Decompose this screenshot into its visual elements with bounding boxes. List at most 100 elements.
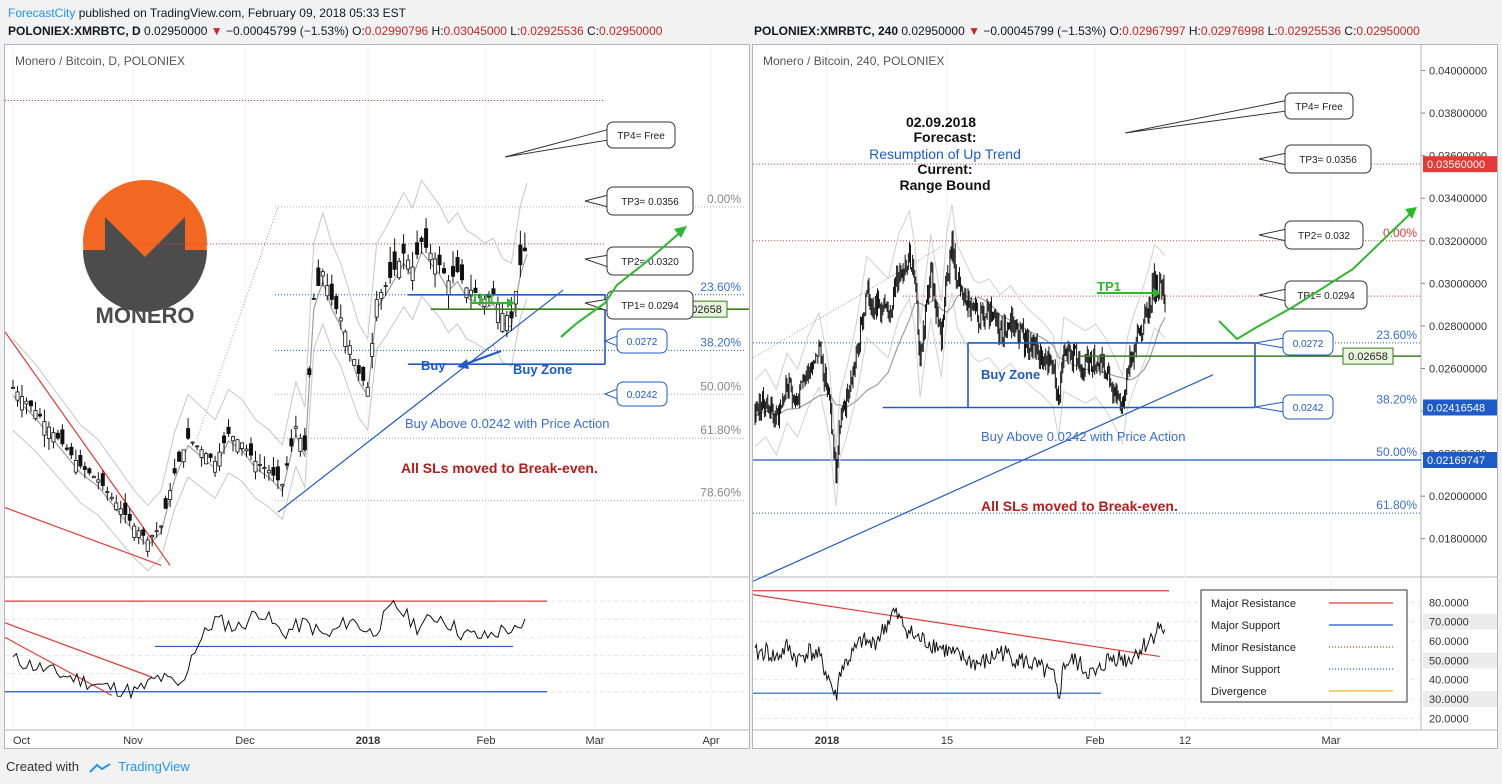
candle bbox=[325, 273, 330, 301]
candle bbox=[73, 449, 78, 475]
candle-body bbox=[78, 455, 83, 467]
candle-body bbox=[468, 289, 473, 297]
left-price: 0.02950000 bbox=[144, 24, 208, 38]
candle-body bbox=[69, 446, 74, 456]
candle bbox=[451, 251, 456, 284]
zone-bottom-callout-mask bbox=[617, 389, 621, 399]
candle-body bbox=[464, 287, 469, 299]
candle bbox=[150, 534, 155, 547]
right-chart-panel[interactable]: 0.00% 23.60% 38.20% 50.00% 61.80% 0.02658 TP4… bbox=[752, 44, 1498, 749]
candle-body bbox=[64, 447, 69, 450]
candle bbox=[64, 444, 69, 452]
zone-top-callout-mask bbox=[617, 336, 621, 346]
candle-body bbox=[231, 436, 236, 442]
price-axis-tag bbox=[1423, 399, 1497, 416]
right-open: 0.02967997 bbox=[1122, 24, 1186, 38]
candle bbox=[226, 419, 231, 437]
logo-text: MONERO bbox=[96, 303, 195, 328]
author-link[interactable]: ForecastCity bbox=[8, 6, 76, 20]
zone-top-callout-mask bbox=[1283, 338, 1287, 348]
candle-body bbox=[271, 467, 276, 476]
candle bbox=[504, 310, 509, 338]
candle bbox=[159, 524, 164, 535]
zone-bottom-callout-text: 0.0242 bbox=[1293, 403, 1324, 414]
tp2-callout-box bbox=[1284, 220, 1364, 250]
candle bbox=[401, 234, 406, 270]
candle bbox=[132, 522, 137, 541]
candle-body bbox=[370, 342, 375, 357]
tradingview-logo-icon bbox=[88, 762, 111, 773]
candle bbox=[231, 435, 236, 452]
candle-body bbox=[504, 315, 509, 332]
candle-body bbox=[459, 264, 464, 281]
x-tick-label: Mar bbox=[586, 735, 605, 747]
candle-body bbox=[91, 475, 96, 479]
tp3-callout-box bbox=[1284, 144, 1372, 174]
left-chart-svg[interactable]: MONERO 0.00% 23.60% 38.20% 50.00% 61.80% 78.6… bbox=[5, 45, 749, 748]
tp1-label: TP1 bbox=[1097, 279, 1121, 294]
right-low: 0.02925536 bbox=[1277, 24, 1342, 38]
candle-body bbox=[352, 359, 357, 366]
left-chart-panel[interactable]: MONERO 0.00% 23.60% 38.20% 50.00% 61.80% 78.6… bbox=[4, 44, 750, 749]
tp4-callout-mask bbox=[607, 129, 611, 141]
fib-label: 50.00% bbox=[700, 379, 741, 393]
left-symbol-line: POLONIEX:XMRBTC, D 0.02950000 ▼ −0.00045… bbox=[8, 24, 663, 38]
tp4-callout-tail bbox=[1124, 100, 1286, 134]
ind-axis-label: 20.0000 bbox=[1429, 713, 1469, 725]
candle bbox=[248, 437, 253, 461]
right-change: −0.00045799 (−1.53%) bbox=[983, 24, 1107, 38]
indicator-line bbox=[754, 607, 1166, 701]
left-open: 0.02990796 bbox=[364, 24, 429, 38]
candle-body bbox=[451, 266, 456, 277]
fib-label: 50.00% bbox=[1376, 445, 1417, 459]
candle-body bbox=[177, 451, 182, 462]
candle bbox=[127, 507, 132, 526]
forecast-arrowhead bbox=[1405, 207, 1417, 219]
zone-bottom-callout-tail bbox=[1254, 401, 1284, 413]
lower-band bbox=[754, 292, 1166, 507]
forecast-arrow bbox=[560, 229, 684, 338]
candle bbox=[442, 262, 447, 275]
footer-tradingview-link[interactable]: TradingView bbox=[118, 759, 190, 774]
candle-body bbox=[244, 448, 249, 452]
x-tick-label: 2018 bbox=[815, 735, 839, 747]
zone-bottom-callout-box bbox=[616, 381, 668, 407]
candle-body bbox=[316, 267, 321, 286]
tp4-callout: TP4= Free bbox=[504, 121, 676, 158]
candle bbox=[109, 492, 114, 502]
sl-text: All SLs moved to Break-even. bbox=[401, 460, 598, 476]
candle-body bbox=[397, 260, 402, 279]
candle-body bbox=[392, 251, 397, 270]
price-tag-text: 0.02658 bbox=[1348, 351, 1388, 363]
candle bbox=[217, 443, 222, 472]
publish-text: published on TradingView.com, February 0… bbox=[75, 6, 407, 20]
right-chart-svg[interactable]: 0.00% 23.60% 38.20% 50.00% 61.80% 0.02658 TP4… bbox=[753, 45, 1497, 748]
candle-body bbox=[347, 345, 352, 355]
tp2-callout-text: TP2= 0.0320 bbox=[621, 257, 679, 268]
candle bbox=[280, 483, 285, 497]
candle bbox=[199, 446, 204, 467]
candle bbox=[307, 366, 312, 378]
fib-label: 61.80% bbox=[1376, 498, 1417, 512]
candle bbox=[60, 424, 65, 447]
tp4-callout-box bbox=[606, 121, 676, 149]
right-symbol: POLONIEX:XMRBTC, 240 bbox=[754, 24, 899, 38]
legend-label: Major Support bbox=[1211, 620, 1280, 632]
candle-body bbox=[518, 244, 523, 266]
upper-band bbox=[12, 179, 528, 507]
tp2-callout-tail bbox=[584, 254, 608, 268]
x-tick-label: Nov bbox=[123, 735, 143, 747]
candle-body bbox=[495, 303, 500, 324]
right-price: 0.02950000 bbox=[901, 24, 965, 38]
candle bbox=[316, 259, 321, 287]
candle bbox=[118, 500, 123, 524]
candle-body bbox=[433, 258, 438, 275]
candle-body bbox=[190, 441, 195, 444]
candle bbox=[244, 444, 249, 458]
candle-body bbox=[513, 290, 518, 305]
candle bbox=[91, 475, 96, 479]
candle-body bbox=[410, 266, 415, 281]
candle-body bbox=[217, 451, 222, 467]
candle bbox=[222, 431, 227, 455]
candle-body bbox=[248, 443, 253, 456]
